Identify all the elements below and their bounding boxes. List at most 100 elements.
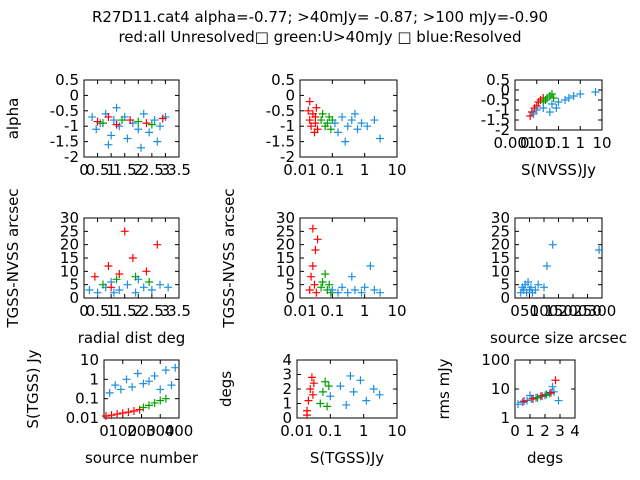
data-point — [376, 134, 385, 143]
x-tick-label: 0.01 — [283, 302, 316, 320]
y-tick-label: 20 — [60, 236, 79, 254]
x-axis-label: S(TGSS)Jy — [310, 449, 384, 467]
series-green — [99, 272, 154, 289]
data-point — [120, 227, 129, 236]
data-point — [153, 240, 162, 249]
x-axis-label: degs — [527, 449, 563, 467]
data-point — [156, 385, 165, 394]
data-point — [514, 400, 522, 409]
y-tick-label: 30 — [60, 209, 79, 227]
x-tick-label: 0 — [99, 422, 109, 440]
data-point — [145, 128, 154, 137]
x-tick-label: 10 — [387, 161, 406, 179]
x-tick-label: 50 — [520, 302, 539, 320]
data-point — [156, 396, 165, 405]
data-point — [131, 288, 140, 297]
y-tick-label: -1 — [495, 101, 510, 119]
series-blue — [529, 88, 600, 118]
x-tick-label: 0.1 — [547, 134, 571, 152]
data-point — [161, 394, 170, 403]
data-point — [112, 120, 121, 129]
x-axis-label: source number — [85, 449, 199, 467]
data-point — [370, 116, 379, 125]
series-blue — [516, 240, 604, 297]
y-tick-label: 15 — [60, 249, 79, 267]
data-point — [115, 286, 124, 294]
x-tick-label: 3 — [161, 161, 171, 179]
data-point — [338, 112, 347, 121]
y-tick-label: 100 — [481, 351, 510, 369]
data-point — [336, 382, 345, 391]
data-point — [167, 381, 176, 390]
subplot-2: 0.01 0.1 1 10 -2-1.5-1-0.500.5 — [266, 71, 407, 179]
data-point — [343, 288, 352, 297]
x-tick-label: 0 — [79, 161, 89, 179]
data-point — [318, 278, 327, 286]
y-tick-label: 0.5 — [486, 71, 510, 89]
data-point — [137, 143, 145, 152]
data-point — [343, 122, 352, 131]
x-tick-label: 2.5 — [140, 161, 164, 179]
data-point — [529, 110, 538, 118]
figure-title-line1: R27D11.cat4 alpha=-0.77; >40mJy= -0.87; … — [92, 8, 548, 26]
y-tick-label: -1 — [64, 117, 79, 135]
x-tick-label: 1.5 — [113, 161, 137, 179]
y-tick-label: 15 — [276, 249, 295, 267]
data-point — [307, 373, 316, 382]
data-point — [357, 119, 366, 128]
x-tick-label: 1 — [360, 302, 370, 320]
x-tick-label: 300 — [146, 422, 175, 440]
data-point — [303, 411, 312, 420]
data-point — [102, 412, 110, 420]
data-point — [308, 224, 317, 233]
data-point — [595, 246, 604, 254]
data-point — [99, 280, 107, 289]
y-axis-label: rms mJy — [435, 358, 453, 419]
x-tick-label: 3 — [555, 422, 565, 440]
x-tick-label: 0.001 — [494, 134, 537, 152]
data-point — [321, 270, 330, 278]
data-point — [518, 398, 527, 407]
data-point — [305, 97, 314, 106]
y-axis-label: TGSS-NVSS arcsec — [4, 188, 22, 328]
y-tick-label: 30 — [491, 209, 510, 227]
x-tick-label: 250 — [573, 302, 602, 320]
x-tick-label: 0 — [79, 302, 89, 320]
data-point — [370, 286, 379, 294]
y-tick-label: -0.5 — [266, 102, 295, 120]
data-point — [356, 376, 365, 385]
y-tick-label: 5 — [69, 276, 79, 294]
y-tick-label: -1.5 — [481, 111, 510, 129]
data-point — [105, 388, 114, 397]
y-axis-label: TGSS-NVSS arcsec — [220, 188, 238, 328]
x-tick-label: 2 — [134, 302, 144, 320]
data-point — [313, 125, 322, 134]
x-tick-label: 0.1 — [318, 422, 342, 440]
x-tick-label: 1 — [360, 161, 370, 179]
data-point — [134, 125, 143, 134]
x-tick-label: 150 — [544, 302, 573, 320]
y-tick-label: -1.5 — [266, 133, 295, 151]
y-tick-label: 10 — [60, 262, 79, 280]
x-tick-label: 2.5 — [140, 302, 164, 320]
series-red — [304, 97, 322, 137]
data-point — [338, 283, 347, 292]
plot-frame — [514, 359, 576, 419]
x-tick-label: 2 — [134, 161, 144, 179]
x-tick-label: 1 — [359, 422, 369, 440]
data-point — [309, 379, 318, 388]
y-tick-label: 25 — [276, 222, 295, 240]
data-point — [107, 411, 116, 420]
data-point — [308, 390, 317, 399]
data-point — [104, 112, 113, 121]
y-tick-label: 0.5 — [271, 71, 295, 89]
data-point — [375, 390, 384, 399]
x-tick-label: 100 — [108, 422, 137, 440]
data-point — [325, 280, 334, 289]
y-tick-label: 10 — [276, 262, 295, 280]
data-point — [317, 283, 326, 292]
data-point — [158, 114, 167, 123]
data-point — [529, 394, 537, 403]
